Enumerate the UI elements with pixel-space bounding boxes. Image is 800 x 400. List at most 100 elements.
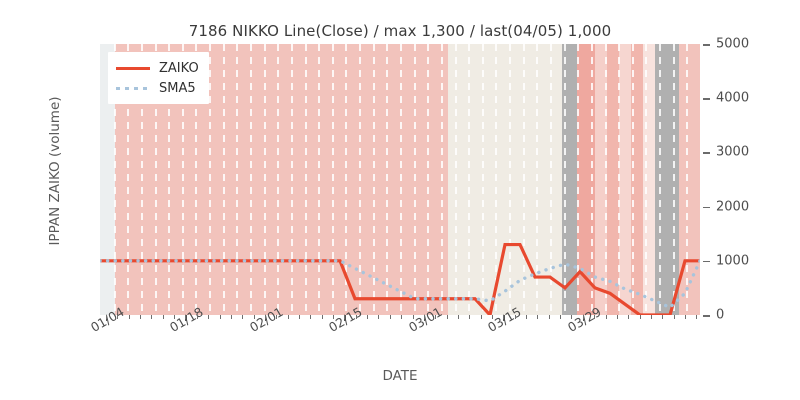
legend-label-sma5: SMA5 [159,80,196,96]
x-tick-minor [208,315,210,319]
gridline [113,44,116,315]
x-tick-minor [526,315,528,319]
x-tick-minor [503,315,505,319]
x-tick-minor [491,315,493,319]
y-axis-label: IPPAN ZAIKO (volume) [47,96,63,246]
background-band [100,44,115,315]
gridline [127,44,130,315]
gridline [618,44,621,315]
x-tick-minor [457,315,459,319]
gridline [372,44,375,315]
gridline [563,44,566,315]
gridline [509,44,512,315]
y-tick-mark [703,152,710,154]
y-tick-label: 5000 [716,36,750,52]
x-tick-minor [174,315,176,319]
gridline [318,44,321,315]
gridline [631,44,634,315]
x-tick-minor [298,315,300,319]
gridline [413,44,416,315]
legend-item-zaiko[interactable]: ZAIKO [116,58,199,78]
gridline [250,44,252,315]
gridline [522,44,525,315]
x-tick-minor [185,315,187,319]
background-band [655,44,679,315]
x-tick-minor [333,315,335,319]
y-tick-label: 1000 [716,253,750,269]
legend-line-icon-zaiko [116,61,150,75]
gridline [236,44,239,315]
background-bands [100,44,700,315]
gridline [140,44,143,315]
x-tick-minor [537,315,539,319]
y-tick-mark [703,206,710,209]
gridline [400,44,402,315]
y-tick-mark [703,315,710,317]
gridline [536,44,539,315]
gridline [154,44,157,315]
gridline [359,44,362,315]
x-tick-minor [310,315,312,319]
x-tick-minor [582,315,584,319]
x-tick-minor [140,315,142,319]
x-tick-minor [514,315,516,319]
x-tick-minor [321,315,323,319]
gridline [181,44,184,315]
x-tick-minor [650,315,652,319]
background-band [619,44,631,315]
x-tick-minor [435,315,437,319]
x-tick-minor [662,315,664,319]
x-tick-minor [639,315,641,319]
chart-title: 7186 NIKKO Line(Close) / max 1,300 / las… [188,22,612,40]
gridline [454,44,457,315]
x-tick-minor [276,315,278,319]
gridline [577,44,580,315]
y-tick-label: 4000 [716,90,750,106]
legend-label-zaiko: ZAIKO [159,60,199,76]
x-tick-minor [412,315,414,319]
x-tick-minor [378,315,380,319]
y-tick-label: 2000 [716,199,750,215]
y-tick-label: 3000 [716,144,750,160]
series-line-sma5 [100,259,700,310]
background-band [595,44,607,315]
background-band [448,44,562,315]
x-tick-minor [219,315,221,319]
x-tick-minor [196,315,198,319]
background-band [577,44,595,315]
x-tick-minor [264,315,266,319]
x-tick-minor [548,315,550,319]
gridline [277,44,280,315]
x-tick-minor [253,315,255,319]
y-tick-mark [703,98,710,100]
y-tick-mark [703,44,710,46]
x-tick-minor [401,315,403,319]
gridline [168,44,171,315]
gridline [427,44,430,315]
gridline [209,44,212,315]
x-tick-minor [469,315,471,319]
x-tick-minor [560,315,562,319]
chart-legend[interactable]: ZAIKO SMA5 [108,52,209,104]
gridline [263,44,266,315]
gridline [468,44,471,315]
gridline [304,44,307,315]
background-band [631,44,643,315]
gridline [386,44,389,315]
vertical-gridlines [100,44,700,315]
gridline [645,44,648,315]
gridline [440,44,443,315]
x-tick-minor [480,315,482,319]
legend-item-sma5[interactable]: SMA5 [116,78,199,98]
x-tick-minor [355,315,357,319]
gridline [550,44,552,315]
background-band [607,44,619,315]
series-layer [100,242,700,315]
x-tick-minor [117,315,119,319]
gridline [672,44,675,315]
background-band [679,44,700,315]
gridline [222,44,225,315]
x-tick-minor [684,315,686,319]
gridline [290,44,293,315]
